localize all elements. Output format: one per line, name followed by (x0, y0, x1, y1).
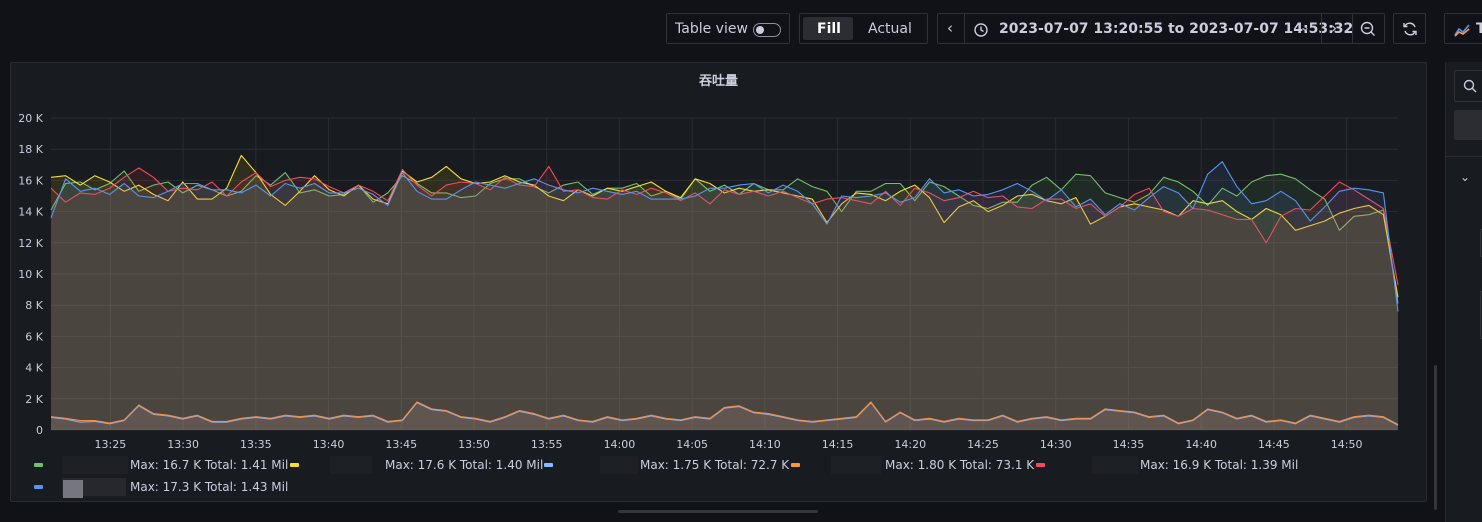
search-icon (1463, 78, 1477, 97)
time-range-picker: ‹ 2023-07-07 13:20:55 to 2023-07-07 14:5… (937, 13, 1385, 44)
x-tick-label: 13:40 (313, 438, 345, 451)
legend-stats-yellow: Max: 17.6 K Total: 1.40 Mil (385, 458, 544, 472)
y-tick-label: 10 K (18, 268, 43, 281)
x-tick-label: 14:45 (1258, 438, 1290, 451)
series-area-4 (51, 166, 1398, 430)
x-tick-label: 13:55 (531, 438, 563, 451)
fill-button[interactable]: Fill (817, 21, 841, 37)
x-tick-label: 13:45 (385, 438, 417, 451)
refresh-button[interactable] (1393, 13, 1426, 44)
chevron-left-icon[interactable]: ‹ (947, 19, 953, 37)
panel-title: 吞吐量 (698, 74, 738, 89)
series-area-1 (51, 155, 1398, 430)
x-tick-label: 13:50 (458, 438, 490, 451)
x-tick-label: 14:00 (604, 438, 636, 451)
options-field[interactable] (1480, 229, 1482, 257)
chevron-down-icon[interactable]: ⌄ (1300, 20, 1311, 34)
x-tick-label: 14:05 (676, 438, 708, 451)
options-pane-edge: ⌄ (1445, 62, 1482, 522)
legend-stats-green: Max: 16.7 K Total: 1.41 Mil (130, 458, 289, 472)
y-tick-label: 8 K (25, 299, 43, 312)
series-line-4 (50, 165, 1399, 286)
x-tick-label: 14:25 (967, 438, 999, 451)
table-view-label: Table view (675, 21, 748, 37)
x-tick-label: 14:35 (1113, 438, 1145, 451)
series-area-3 (51, 401, 1398, 430)
visualization-name: T (1476, 21, 1482, 37)
panel-toolbar: Table view Fill Actual ‹ 2023-07-07 13:2… (0, 12, 1482, 46)
chevron-down-icon[interactable]: ⌄ (1460, 170, 1471, 184)
chevron-right-icon[interactable]: › (1331, 19, 1337, 37)
y-tick-label: 12 K (18, 237, 43, 250)
x-tick-label: 14:10 (749, 438, 781, 451)
series-line-2 (50, 402, 1399, 426)
series-area-2 (51, 402, 1398, 430)
fill-actual-segment: Fill Actual (799, 13, 928, 44)
legend-stats-blue: Max: 17.3 K Total: 1.43 Mil (130, 480, 289, 494)
refresh-icon (1402, 21, 1418, 41)
options-search-box[interactable] (1454, 70, 1482, 102)
y-tick-label: 6 K (25, 330, 43, 343)
series-line-0 (50, 170, 1399, 304)
options-tab[interactable] (1454, 110, 1482, 140)
time-range-text[interactable]: 2023-07-07 13:20:55 to 2023-07-07 14:53:… (999, 21, 1354, 37)
options-field[interactable] (1480, 291, 1482, 339)
x-tick-label: 13:35 (240, 438, 272, 451)
chart-panel: 吞吐量 0 2 K 4 K 6 K 8 K 10 K 12 K 14 K 16 K 18 K 20 … (10, 62, 1427, 502)
x-tick-label: 14:40 (1185, 438, 1217, 451)
legend-row-2: Max: 17.3 K Total: 1.43 Mil (11, 478, 611, 498)
throughput-chart: 0 2 K 4 K 6 K 8 K 10 K 12 K 14 K 16 K 18 K 20 K 13:… (18, 112, 1399, 451)
x-tick-label: 14:20 (894, 438, 926, 451)
x-tick-label: 14:30 (1040, 438, 1072, 451)
y-tick-label: 14 K (18, 206, 43, 219)
table-view-toggle[interactable]: Table view (666, 13, 790, 44)
horizontal-scrollbar[interactable] (618, 510, 818, 513)
clock-icon (974, 22, 988, 41)
x-tick-label: 14:15 (822, 438, 854, 451)
y-tick-label: 2 K (25, 393, 43, 406)
legend-stats-lightblue: Max: 1.75 K Total: 72.7 K (640, 458, 790, 472)
y-tick-label: 4 K (25, 362, 43, 375)
legend-stats-red: Max: 16.9 K Total: 1.39 Mil (1140, 458, 1299, 472)
x-tick-label: 13:30 (167, 438, 199, 451)
vertical-scrollbar[interactable] (1434, 365, 1437, 510)
zoom-out-icon[interactable] (1360, 21, 1376, 41)
x-tick-label: 13:25 (95, 438, 127, 451)
series-line-5 (50, 161, 1399, 312)
actual-button[interactable]: Actual (868, 21, 912, 37)
time-series-icon (1454, 22, 1470, 41)
visualization-picker[interactable]: T (1444, 13, 1482, 44)
series-area-5 (51, 161, 1398, 430)
y-tick-label: 18 K (18, 143, 43, 156)
y-tick-label: 0 (36, 424, 43, 437)
series-area-0 (51, 171, 1398, 430)
y-tick-label: 16 K (18, 174, 43, 187)
legend-row-1: Max: 16.7 K Total: 1.41 Mil Max: 17.6 K … (11, 456, 1421, 474)
x-tick-label: 14:50 (1331, 438, 1363, 451)
legend-stats-orange: Max: 1.80 K Total: 73.1 K (885, 458, 1035, 472)
series-line-3 (50, 401, 1399, 425)
y-tick-label: 20 K (18, 112, 43, 125)
table-view-switch[interactable] (753, 23, 781, 37)
